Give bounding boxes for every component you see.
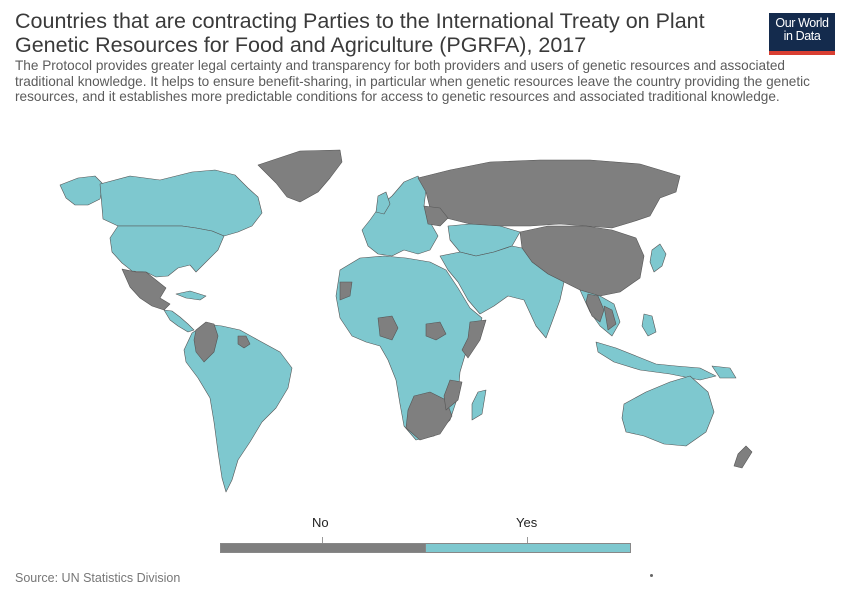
region-greenland[interactable] [257,149,343,203]
region-japan[interactable] [649,243,667,273]
region-guianas[interactable] [237,335,251,349]
owid-logo[interactable]: Our World in Data [769,13,835,55]
region-australia[interactable] [621,375,715,447]
region-madagascar[interactable] [471,389,487,421]
region-colombia[interactable] [193,321,219,363]
legend-swatch-no[interactable] [220,543,426,553]
region-uk[interactable] [375,191,391,215]
footer-dot [650,574,653,577]
region-png[interactable] [711,365,737,379]
source-note[interactable]: Source: UN Statistics Division [15,571,181,585]
region-russia[interactable] [417,159,681,229]
region-new-zealand[interactable] [733,445,753,469]
logo-line-1: Our World [775,16,829,30]
legend-label-no: No [312,515,329,530]
region-mexico[interactable] [121,268,171,311]
region-philippines[interactable] [641,313,657,337]
legend-swatch-yes[interactable] [425,543,631,553]
region-indonesia[interactable] [595,341,717,381]
region-middle-east[interactable] [439,245,565,339]
legend-tick-no [322,537,323,543]
legend-tick-yes [527,537,528,543]
region-southern-africa[interactable] [405,391,453,441]
region-central-america[interactable] [163,309,195,333]
region-mozambique[interactable] [443,379,463,411]
region-somalia[interactable] [461,319,487,359]
region-western-sahara[interactable] [339,281,353,301]
region-usa[interactable] [109,225,225,278]
region-south-america[interactable] [183,323,293,493]
world-map[interactable] [0,140,850,505]
region-myanmar[interactable] [585,293,605,323]
chart-title: Countries that are contracting Parties t… [15,9,705,57]
region-ukraine[interactable] [423,205,449,227]
region-nigeria[interactable] [377,315,399,341]
region-alaska[interactable] [59,175,104,206]
region-caribbean[interactable] [175,290,207,301]
chart-subtitle: The Protocol provides greater legal cert… [15,58,810,104]
region-south-sudan[interactable] [425,321,447,341]
region-vietnam[interactable] [603,305,617,331]
logo-line-2: in Data [783,29,821,43]
legend-label-yes: Yes [516,515,538,530]
